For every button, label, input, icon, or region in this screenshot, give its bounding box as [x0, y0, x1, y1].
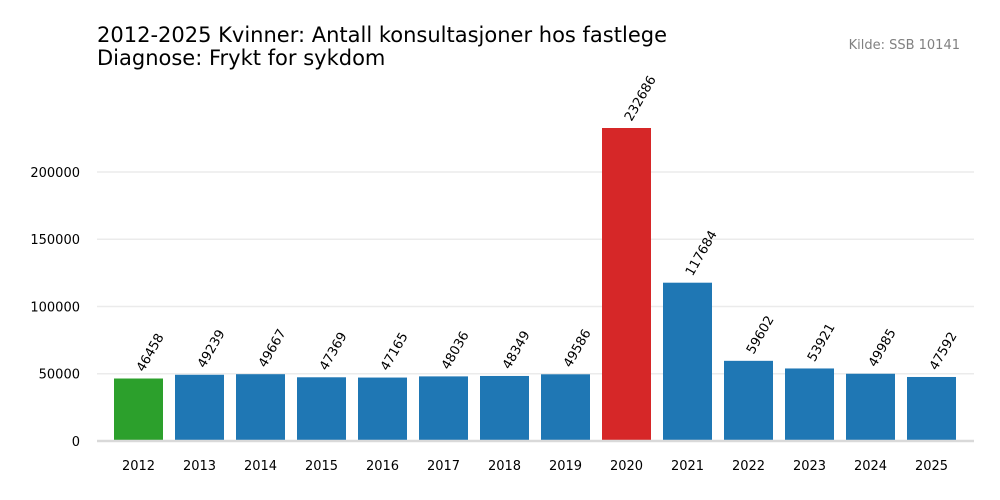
- bar-2014: [236, 374, 285, 441]
- bar-value-label: 49586: [561, 327, 595, 370]
- bar-2025: [907, 376, 956, 441]
- bar-value-label: 46458: [134, 331, 168, 374]
- bar-value-label: 232686: [622, 74, 660, 124]
- bar-value-label: 48036: [439, 329, 473, 372]
- chart-title-line2: Diagnose: Frykt for sykdom: [97, 46, 386, 70]
- x-tick-label: 2013: [183, 459, 216, 474]
- chart-title: 2012-2025 Kvinner: Antall konsultasjoner…: [97, 24, 667, 70]
- bar-2018: [480, 375, 529, 441]
- bar-value-label: 49667: [256, 327, 290, 370]
- bar-2016: [358, 377, 407, 441]
- bar-value-label: 49985: [866, 326, 900, 369]
- bar-value-label: 47592: [927, 330, 961, 373]
- x-tick-label: 2023: [793, 459, 826, 474]
- bar-value-label: 47369: [317, 330, 351, 373]
- bar-2012: [114, 378, 163, 441]
- y-tick-label: 200000: [30, 166, 80, 181]
- bar-2015: [297, 377, 346, 441]
- gridlines: [97, 171, 974, 375]
- y-tick-label: 150000: [30, 233, 80, 248]
- x-tick-label: 2018: [488, 459, 521, 474]
- bar-value-label: 53921: [805, 321, 839, 364]
- bar-value-label: 49239: [195, 327, 229, 370]
- y-tick-label: 0: [72, 435, 80, 450]
- x-tick-label: 2012: [122, 459, 155, 474]
- x-axis-ticks: 2012 2013 2014 2015 2016 2017 2018 2019 2020 2021…: [122, 459, 948, 474]
- bar-2013: [175, 374, 224, 441]
- bar-value-label: 47165: [378, 330, 412, 373]
- bars: 46458 49239 49667 47369 47165 48036 48349 49586…: [114, 74, 961, 441]
- bar-value-label: 117684: [683, 228, 721, 278]
- x-tick-label: 2017: [427, 459, 460, 474]
- bar-2024: [846, 373, 895, 441]
- x-tick-label: 2014: [244, 459, 277, 474]
- x-tick-label: 2025: [915, 459, 948, 474]
- bar-2020: [602, 128, 651, 441]
- bar-value-label: 59602: [744, 314, 778, 357]
- bar-value-label: 48349: [500, 329, 534, 372]
- x-tick-label: 2021: [671, 459, 704, 474]
- chart-title-line1: 2012-2025 Kvinner: Antall konsultasjoner…: [97, 23, 667, 47]
- x-tick-label: 2015: [305, 459, 338, 474]
- y-tick-label: 100000: [30, 300, 80, 315]
- bar-2019: [541, 374, 590, 441]
- bar-2021: [663, 282, 712, 441]
- y-axis-ticks: 0 50000 100000 150000 200000: [30, 166, 80, 450]
- bar-2017: [419, 376, 468, 441]
- x-tick-label: 2016: [366, 459, 399, 474]
- x-tick-label: 2020: [610, 459, 643, 474]
- x-tick-label: 2022: [732, 459, 765, 474]
- bar-2022: [724, 360, 773, 441]
- x-tick-label: 2019: [549, 459, 582, 474]
- chart-source: Kilde: SSB 10141: [848, 38, 960, 53]
- y-tick-label: 50000: [39, 368, 80, 383]
- x-tick-label: 2024: [854, 459, 887, 474]
- bar-2023: [785, 368, 834, 441]
